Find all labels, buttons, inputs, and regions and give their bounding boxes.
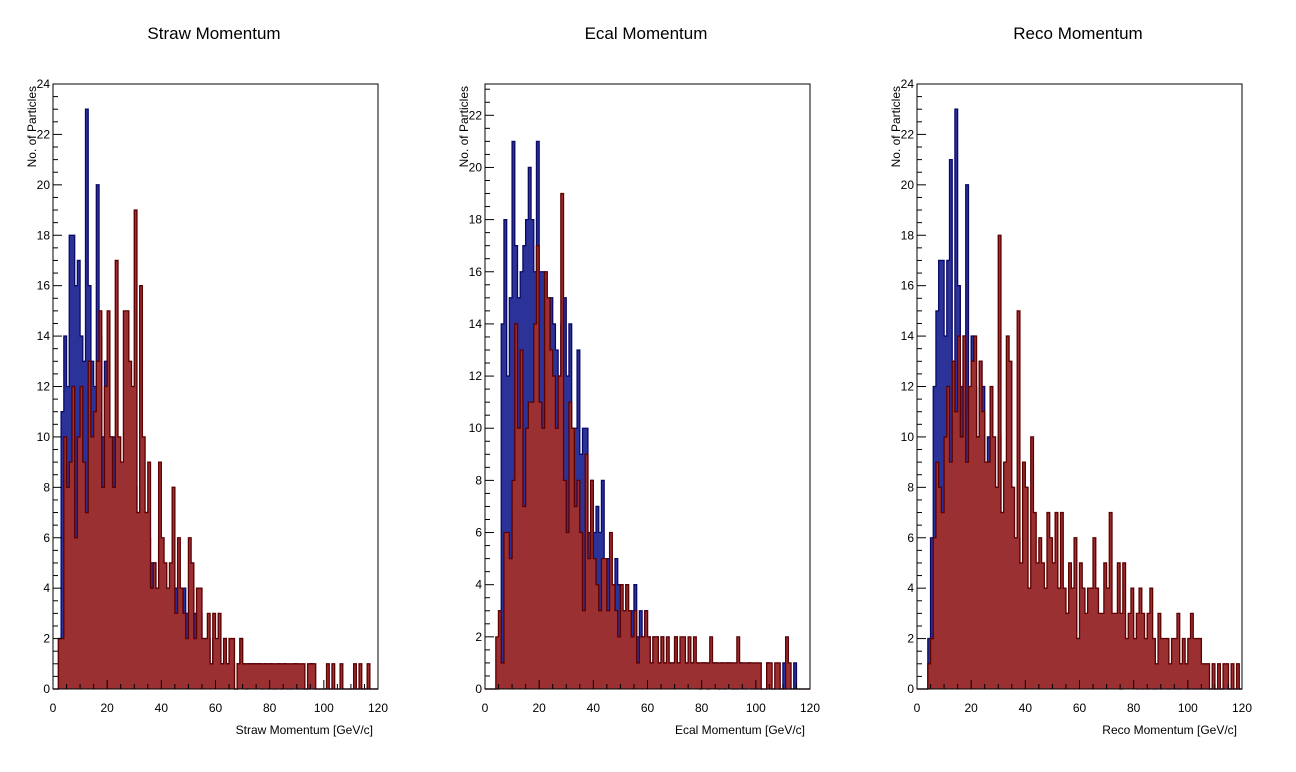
x-tick-label: 60 [1073,701,1087,715]
x-axis-label: Ecal Momentum [GeV/c] [675,723,805,737]
y-tick-label: 4 [43,581,50,595]
ecal-momentum-chart: Ecal Momentum Ecal Momentum [GeV/c] No. … [457,24,820,737]
y-tick-label: 20 [901,178,915,192]
y-tick-label: 20 [469,160,483,174]
y-axis-label: No. of Particles [457,86,471,167]
y-tick-label: 12 [469,369,483,383]
x-tick-label: 60 [641,701,655,715]
y-tick-label: 0 [907,682,914,696]
y-tick-label: 18 [37,228,51,242]
y-axis-label: No. of Particles [889,86,903,167]
x-tick-label: 120 [1232,701,1252,715]
y-tick-label: 22 [901,127,915,141]
y-tick-label: 2 [907,632,914,646]
x-tick-label: 100 [746,701,766,715]
y-tick-label: 8 [43,480,50,494]
y-tick-label: 22 [469,108,483,122]
histogram-series-2-outline [917,234,1242,690]
y-tick-label: 20 [37,178,51,192]
y-tick-label: 14 [37,329,51,343]
x-tick-label: 100 [314,701,334,715]
y-tick-label: 4 [475,578,482,592]
histogram-series-2-outline [485,192,810,690]
chart-title: Reco Momentum [1013,24,1142,43]
y-tick-label: 18 [469,213,483,227]
y-tick-label: 24 [37,77,51,91]
y-tick-label: 6 [43,531,50,545]
x-tick-label: 40 [587,701,601,715]
x-tick-label: 40 [155,701,169,715]
y-tick-label: 4 [907,581,914,595]
y-tick-label: 16 [37,279,51,293]
histogram-series-2-fill [485,193,810,689]
y-tick-label: 8 [475,473,482,487]
x-tick-label: 20 [100,701,114,715]
y-tick-label: 14 [469,317,483,331]
y-tick-label: 16 [901,279,915,293]
x-tick-label: 0 [914,701,921,715]
y-tick-label: 22 [37,127,51,141]
x-axis-label: Reco Momentum [GeV/c] [1102,723,1237,737]
x-tick-label: 40 [1019,701,1033,715]
x-tick-label: 80 [263,701,277,715]
y-tick-label: 2 [43,632,50,646]
x-tick-label: 0 [50,701,57,715]
y-tick-label: 12 [901,380,915,394]
x-tick-label: 120 [368,701,388,715]
x-tick-label: 80 [1127,701,1141,715]
y-tick-label: 6 [475,526,482,540]
x-tick-label: 80 [695,701,709,715]
y-axis-label: No. of Particles [25,86,39,167]
x-axis-label: Straw Momentum [GeV/c] [236,723,373,737]
reco-momentum-chart: Reco Momentum Reco Momentum [GeV/c] No. … [889,24,1252,737]
y-tick-label: 0 [475,682,482,696]
y-tick-label: 10 [37,430,51,444]
y-tick-label: 10 [901,430,915,444]
y-tick-label: 12 [37,380,51,394]
x-tick-label: 20 [964,701,978,715]
x-tick-label: 0 [482,701,489,715]
y-tick-label: 24 [901,77,915,91]
chart-title: Straw Momentum [147,24,280,43]
y-tick-label: 16 [469,265,483,279]
x-tick-label: 60 [209,701,223,715]
y-tick-label: 0 [43,682,50,696]
straw-momentum-chart: Straw Momentum Straw Momentum [GeV/c] No… [25,24,388,737]
x-tick-label: 20 [532,701,546,715]
y-tick-label: 8 [907,480,914,494]
chart-title: Ecal Momentum [585,24,708,43]
y-tick-label: 10 [469,421,483,435]
y-tick-label: 18 [901,228,915,242]
y-tick-label: 2 [475,630,482,644]
x-tick-label: 120 [800,701,820,715]
y-tick-label: 14 [901,329,915,343]
x-tick-label: 100 [1178,701,1198,715]
y-tick-label: 6 [907,531,914,545]
